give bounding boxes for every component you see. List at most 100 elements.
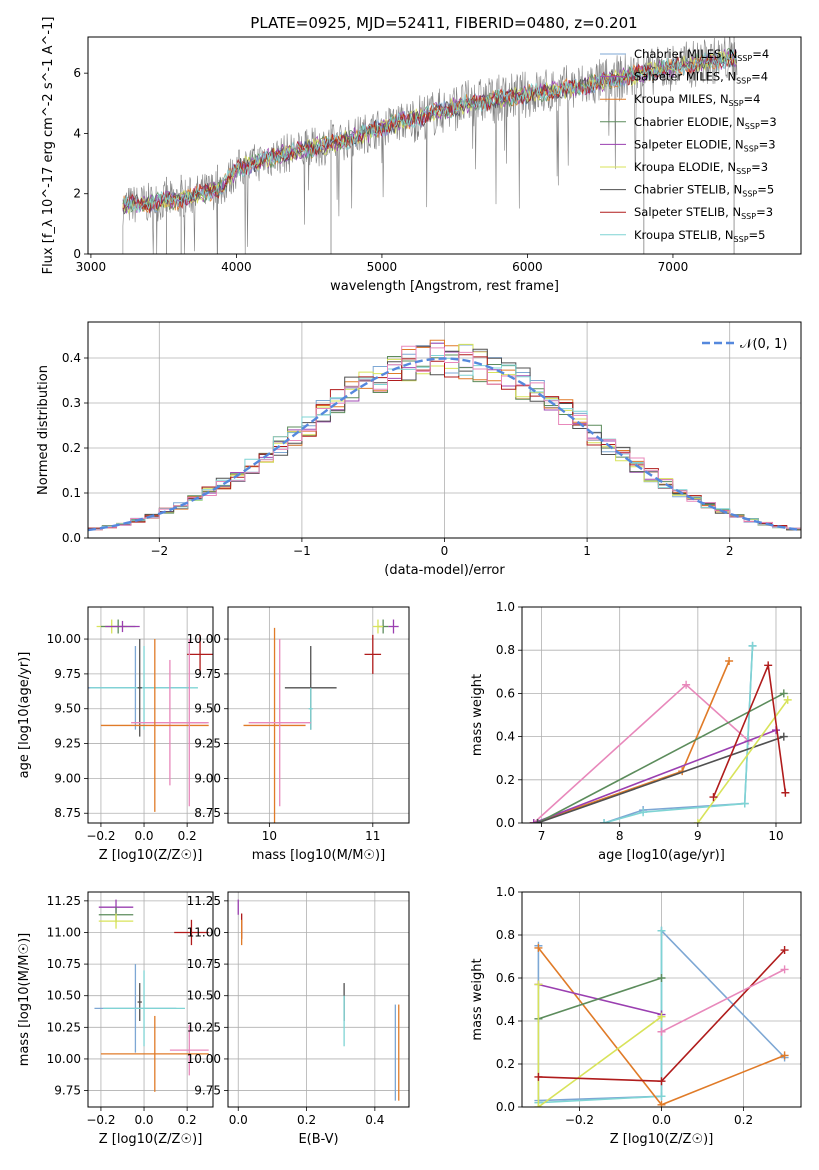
y-tick-label: 9.25 [194,737,221,751]
y-tick-label: 9.50 [54,702,81,716]
axes-frame [87,36,802,255]
mass-weight-marker [657,1092,666,1101]
legend-label: Chabrier MILES, NSSP=4 [634,47,769,63]
y-tick-label: 0.6 [496,971,515,985]
mass-weight-marker [657,926,666,935]
y-tick-label: 9.75 [194,1084,221,1098]
y-tick-label: 9.75 [194,667,221,681]
plot-area [228,892,409,1107]
y-tick-label: 0.8 [496,928,515,942]
observed-spectrum [122,37,738,254]
plot-content [94,899,209,1092]
plot-area [88,607,213,823]
mass-vs-EBV-panel: 0.0 0.2 0.4 9.75 10.00 10.25 10.50 10.75 11.00 11… [187,891,410,1147]
age-vs-Z-panel: −0.2 0.0 0.2 8.75 9.00 9.25 9.50 9.75 10.00 Z [lo… [17,606,214,863]
x-tick-label: 8 [616,829,624,843]
mass-weight-marker [534,1072,543,1081]
x-tick-label: 0.0 [229,1113,248,1127]
legend-label: Kroupa ELODIE, NSSP=3 [634,160,768,176]
mass-weight-marker [529,819,538,823]
plot-content [88,339,801,538]
y-tick-label: 0.0 [496,816,515,830]
y-axis-label: Flux [f_λ 10^-17 erg cm^-2 s^-1 A^-1] [41,17,56,275]
y-tick-label: 9.75 [54,667,81,681]
y-axis-label: Normed distribution [36,365,51,495]
y-tick-label: 10.25 [47,1020,81,1034]
y-tick-label: 0.4 [496,1014,515,1028]
y-tick-label: 10.75 [187,957,221,971]
plot-content [534,926,789,1107]
x-tick-label: 4000 [221,260,252,274]
plot-content [237,899,400,1101]
weight-vs-age-panel: 7 8 9 10 0.0 0.2 0.4 0.6 0.8 1.0 age [log10(age/yr… [470,600,802,863]
y-tick-label: 10.00 [187,1052,221,1066]
legend-label: 𝒩(0, 1) [740,337,787,352]
y-axis-label: mass weight [470,674,485,756]
x-tick-label: 0.0 [652,1113,671,1127]
mass-weight-marker [779,689,788,698]
x-tick-label: 7 [538,829,546,843]
mass-weight-line [697,699,789,823]
y-tick-label: 0.8 [496,643,515,657]
y-tick-label: 10.00 [47,632,81,646]
mass-weight-marker [709,793,718,802]
x-tick-label: −0.2 [86,829,115,843]
y-tick-label: 11.00 [187,925,221,939]
mass-weight-marker [657,1077,666,1086]
axes-frame [227,606,410,824]
x-axis-label: E(B-V) [298,1132,338,1147]
mass-weight-line [537,984,662,1107]
weight-vs-Z-panel: −0.2 0.0 0.2 0.0 0.2 0.4 0.6 0.8 1.0 Z [log10(Z/Z… [470,885,802,1147]
legend-label: Chabrier STELIB, NSSP=5 [634,183,774,199]
x-tick-label: −1 [293,544,311,558]
axes-frame [87,891,214,1108]
plot-content [88,619,213,812]
y-tick-label: 10.00 [47,1052,81,1066]
y-tick-label: 0.2 [496,1057,515,1071]
age-vs-mass-panel: 10 11 8.75 9.00 9.25 9.50 9.75 10.00 mass [log10… [187,606,410,863]
legend-label: Kroupa STELIB, NSSP=5 [634,228,765,244]
x-tick-label: 2 [726,544,734,558]
y-tick-label: 0.1 [62,486,81,500]
x-tick-label: −0.2 [86,1113,115,1127]
mass-weight-line [603,645,754,823]
plot-content [529,641,792,823]
mass-weight-marker [657,1027,666,1036]
legend-label: Chabrier ELODIE, NSSP=3 [634,115,777,131]
plot-content [243,619,399,823]
y-tick-label: 10.25 [187,1020,221,1034]
x-tick-label: 0.2 [178,829,197,843]
legend-label: Salpeter STELIB, NSSP=3 [634,205,773,221]
x-tick-label: 0.2 [178,1113,197,1127]
mass-weight-marker [781,788,790,797]
x-tick-label: −2 [150,544,168,558]
x-axis-label: Z [log10(Z/Z☉)] [99,848,203,863]
x-tick-label: 0.2 [734,1113,753,1127]
x-tick-label: 0.0 [134,1113,153,1127]
normal-reference-curve [88,357,801,532]
x-axis-label: age [log10(age/yr)] [598,848,725,863]
axes-frame [521,891,802,1108]
y-tick-label: 0.6 [496,686,515,700]
mass-weight-marker [780,965,789,974]
mass-weight-line [538,977,662,1020]
mass-weight-marker [780,1051,789,1060]
y-tick-label: 10.00 [187,632,221,646]
y-tick-label: 9.00 [194,771,221,785]
mass-weight-marker [534,980,543,989]
y-tick-label: 8.75 [194,806,221,820]
y-tick-label: 10.50 [47,989,81,1003]
y-tick-label: 2 [73,187,81,201]
mass-weight-marker [740,799,749,808]
x-tick-label: 9 [694,829,702,843]
y-tick-label: 0.2 [496,773,515,787]
mass-weight-line [537,692,785,823]
y-tick-label: 0.4 [496,730,515,744]
y-tick-label: 4 [73,126,81,140]
x-axis-label: (data-model)/error [384,563,505,578]
y-tick-label: 0.0 [496,1100,515,1114]
x-tick-label: 0.4 [365,1113,384,1127]
x-tick-label: 3000 [76,260,107,274]
mass-weight-marker [657,1100,666,1107]
mass-weight-marker [534,943,543,952]
